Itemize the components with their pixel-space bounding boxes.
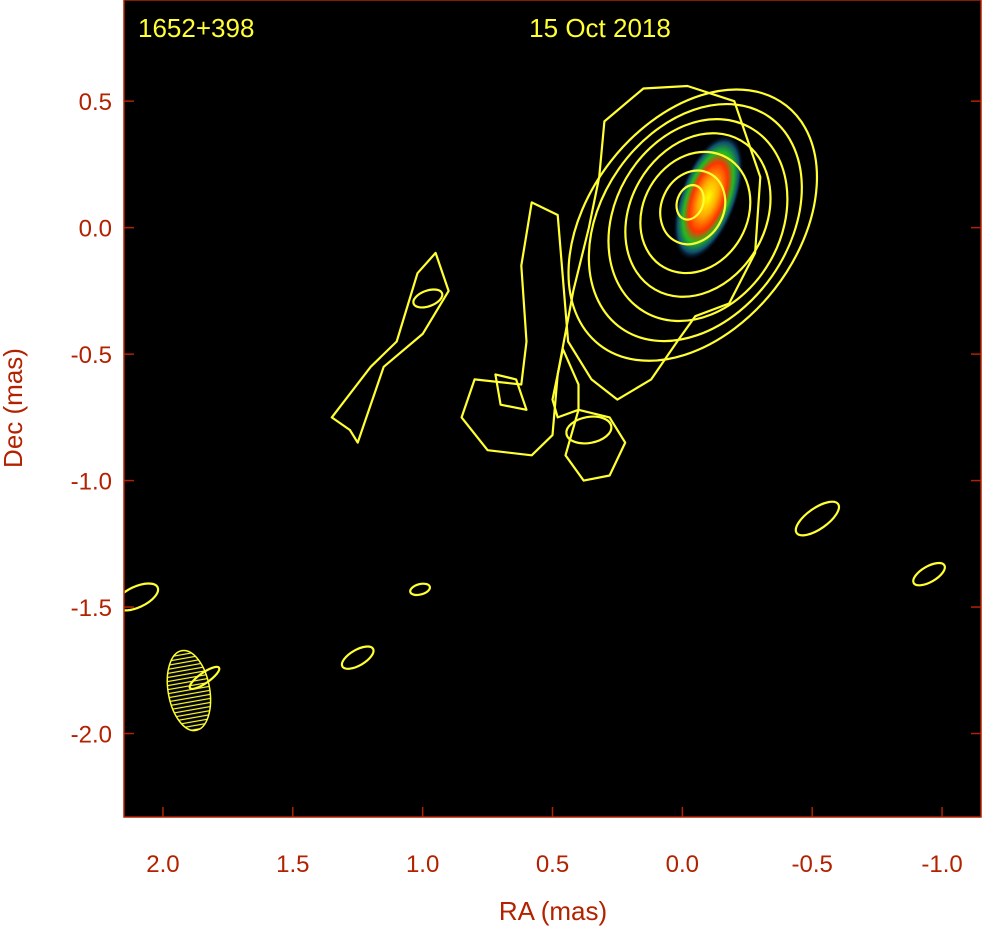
x-tick-label: 1.0: [406, 851, 439, 878]
y-tick-label: -0.5: [71, 342, 112, 369]
y-tick-label: 0.5: [79, 89, 112, 116]
axis-ticks: 2.0 1.5 1.0 0.5 0.0 -0.5 -1.0 0.5 0.0 -0.5 -1.0 -1.…: [71, 89, 981, 878]
core-contour-4: [607, 118, 789, 323]
y-tick-label: -2.0: [71, 722, 112, 749]
jet-contour-3: [564, 408, 627, 482]
noise-contour-4: [124, 582, 160, 612]
x-tick-label: 1.5: [276, 851, 309, 878]
x-tick-label: 0.5: [536, 851, 569, 878]
jet-contour-0: [460, 84, 762, 457]
source-name-label: 1652+398: [138, 13, 254, 43]
y-tick-label: -1.5: [71, 595, 112, 622]
jet-contour-4: [330, 251, 450, 444]
core-contour-0: [675, 184, 705, 221]
jet-contour-2: [551, 348, 580, 419]
epoch-label: 15 Oct 2018: [529, 13, 671, 43]
noise-contour-3: [912, 561, 946, 587]
noise-contour-0: [412, 288, 444, 309]
core-intensity: [673, 134, 744, 260]
x-tick-label: 2.0: [146, 851, 179, 878]
x-tick-label: -1.0: [921, 851, 962, 878]
core-contour-5: [587, 102, 803, 343]
x-tick-label: -0.5: [792, 851, 833, 878]
beam-ellipse: [166, 649, 212, 732]
plot-area: [124, 0, 981, 817]
x-axis-title: RA (mas): [499, 896, 607, 926]
noise-contour-2: [794, 500, 841, 537]
x-tick-label: 0.0: [666, 851, 699, 878]
core-contour-2: [639, 150, 752, 275]
noise-contour-5: [409, 582, 432, 597]
y-axis-title: Dec (mas): [0, 348, 28, 468]
contour-layer: [124, 84, 946, 690]
core-contour-1: [659, 169, 727, 246]
core-contour-6: [567, 88, 819, 362]
y-tick-label: 0.0: [79, 216, 112, 243]
beam-shape: [166, 649, 212, 732]
noise-contour-1: [565, 415, 613, 445]
jet-contour-1: [494, 373, 528, 411]
noise-contour-6: [340, 645, 375, 670]
intensity-image: [673, 134, 744, 260]
y-tick-label: -1.0: [71, 469, 112, 496]
